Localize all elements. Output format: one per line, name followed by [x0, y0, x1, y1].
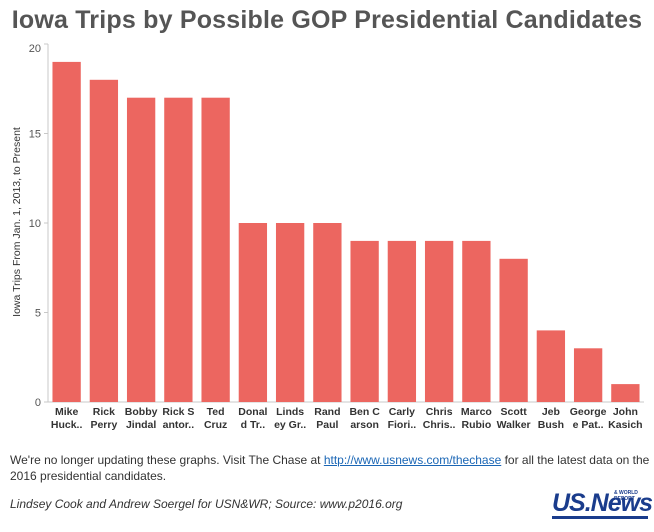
x-category-label: George e Pat.. — [570, 406, 607, 431]
bar[interactable] — [387, 240, 417, 402]
bars — [52, 61, 640, 403]
x-category-label: Ted Cruz — [204, 406, 227, 431]
y-tick-label: 5 — [35, 308, 41, 320]
logo-underline — [552, 516, 648, 519]
x-category-label: Bobby Jindal — [125, 406, 158, 431]
logo-subtext: & WORLD REPORT — [614, 490, 638, 502]
bar[interactable] — [52, 61, 81, 403]
bar[interactable] — [350, 240, 379, 402]
x-category-label: Rand Paul — [314, 406, 340, 431]
x-category-label: Rick Perry — [90, 406, 117, 431]
bar[interactable] — [275, 223, 305, 402]
y-tick-label: 10 — [29, 218, 41, 230]
y-tick-label: 20 — [29, 43, 41, 55]
note-text-before: We're no longer updating these graphs. V… — [10, 453, 324, 467]
x-category-label: Donal d Tr.. — [238, 406, 267, 431]
x-category-label: Scott Walker — [497, 406, 531, 431]
bar[interactable] — [611, 384, 640, 402]
logo-wordmark: US.News — [552, 489, 653, 517]
chart-title: Iowa Trips by Possible GOP Presidential … — [11, 6, 643, 34]
bar[interactable] — [499, 258, 528, 402]
bar[interactable] — [164, 97, 193, 402]
bar[interactable] — [89, 79, 119, 403]
update-note: We're no longer updating these graphs. V… — [10, 452, 650, 484]
y-tick-label: 0 — [35, 397, 41, 409]
bar[interactable] — [126, 97, 156, 402]
x-category-label: Marco Rubio — [461, 406, 492, 431]
x-category-label: Jeb Bush — [538, 406, 564, 431]
bar[interactable] — [201, 97, 230, 402]
y-axis-label: Iowa Trips From Jan. 1, 2013, to Present — [11, 127, 23, 317]
x-category-label: Carly Fiori.. — [388, 406, 417, 431]
bar[interactable] — [536, 330, 566, 402]
bar[interactable] — [462, 240, 491, 402]
x-category-label: Chris Chris.. — [423, 406, 456, 431]
x-category-label: Linds ey Gr.. — [274, 406, 306, 431]
the-chase-link[interactable]: http://www.usnews.com/thechase — [323, 453, 502, 467]
source-credit: Lindsey Cook and Andrew Soergel for USN&… — [10, 497, 403, 511]
bar[interactable] — [424, 240, 454, 402]
bar[interactable] — [313, 223, 342, 402]
x-category-label: John Kasich — [608, 406, 642, 431]
note-text-after: for all the latest data on the 2016 pres… — [10, 453, 650, 483]
bar[interactable] — [238, 223, 268, 402]
bar[interactable] — [573, 348, 603, 402]
y-tick-label: 15 — [29, 129, 41, 141]
x-category-label: Mike Huck.. — [51, 406, 83, 431]
usnews-logo[interactable]: US.News & WORLD REPORT — [552, 489, 653, 519]
